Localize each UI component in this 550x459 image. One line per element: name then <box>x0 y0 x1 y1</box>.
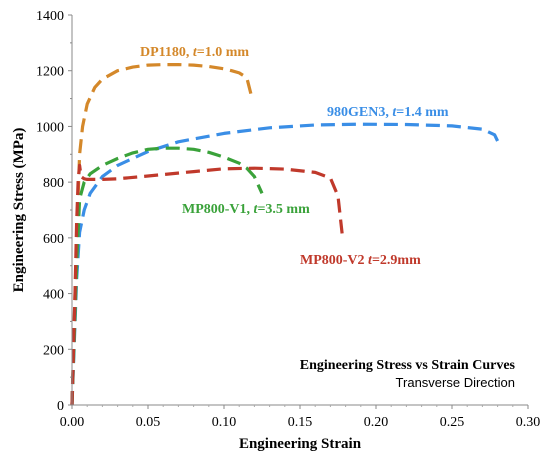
y-tick-label: 1200 <box>36 65 64 80</box>
y-tick-label: 800 <box>43 176 64 191</box>
series-line-980gen3 <box>70 122 503 406</box>
series-labels: DP1180, t=1.0 mm 980GEN3, t=1.4 mm MP800-V… <box>140 45 449 268</box>
x-axis-title: Engineering Strain <box>239 436 362 452</box>
x-tick-label: 0.25 <box>440 415 465 430</box>
x-tick-label: 0.05 <box>136 415 161 430</box>
annotation-title: Engineering Stress vs Strain Curves <box>300 358 516 373</box>
annotation-subtitle: Transverse Direction <box>396 375 515 390</box>
plot-area <box>70 62 503 406</box>
y-tick-label: 1000 <box>36 120 64 135</box>
x-tick-label: 0.00 <box>60 415 85 430</box>
series-label-dp1180: DP1180, t=1.0 mm <box>140 45 249 60</box>
series-line-dp1180 <box>70 62 253 406</box>
x-tick-label: 0.15 <box>288 415 313 430</box>
series-label-mp800-v1: MP800-V1, t=3.5 mm <box>182 202 310 217</box>
series-label-980gen3: 980GEN3, t=1.4 mm <box>327 105 449 120</box>
y-tick-label: 200 <box>43 343 64 358</box>
ticks: 0 200 400 600 800 1000 1200 1400 0.00 0.05 0.10 0.1… <box>36 9 540 430</box>
y-tick-label: 0 <box>57 399 64 414</box>
x-tick-label: 0.20 <box>364 415 389 430</box>
x-tick-label: 0.30 <box>516 415 541 430</box>
y-axis-title: Engineering Stress (MPa) <box>11 128 27 293</box>
y-tick-label: 400 <box>43 288 64 303</box>
series-line-mp800-v2 <box>70 163 345 406</box>
series-label-mp800-v2: MP800-V2 t=2.9mm <box>300 253 421 268</box>
series-line-mp800-v1 <box>70 146 264 406</box>
y-tick-label: 600 <box>43 232 64 247</box>
y-tick-label: 1400 <box>36 9 64 24</box>
x-tick-label: 0.10 <box>212 415 237 430</box>
